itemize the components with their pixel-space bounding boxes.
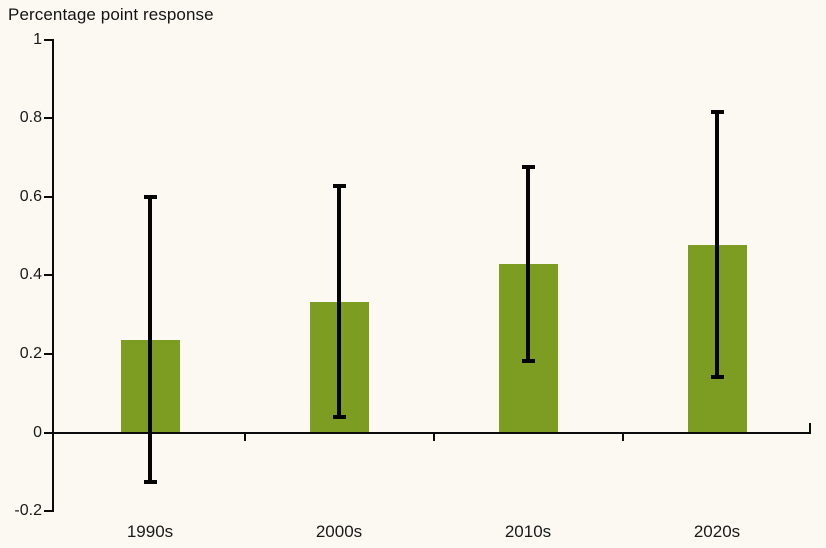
error-bar-cap-top — [710, 110, 724, 115]
y-axis-tick — [44, 38, 52, 41]
error-bar-line — [337, 186, 341, 417]
y-axis-tick — [44, 352, 52, 355]
y-axis-tick-label: 0.6 — [19, 187, 42, 205]
x-axis-tick — [621, 433, 624, 441]
x-axis-category-label: 2000s — [315, 522, 363, 541]
y-axis-tick — [44, 510, 52, 513]
error-bar-cap-bottom — [710, 375, 724, 380]
y-axis-tick-label: 1 — [33, 30, 42, 48]
y-axis-tick-label: 0.8 — [19, 109, 42, 127]
y-axis-tick — [44, 195, 52, 198]
y-axis-tick-label: 0.4 — [19, 266, 42, 284]
error-bar-line — [715, 112, 719, 378]
x-axis-tick — [432, 433, 435, 441]
y-axis-line — [52, 39, 54, 512]
y-axis-tick — [44, 117, 52, 120]
error-bar-line — [148, 196, 152, 482]
y-axis-tick-label: -0.2 — [14, 502, 42, 520]
error-bar-cap-top — [332, 184, 346, 189]
error-bar-cap-bottom — [521, 358, 535, 363]
error-bar-cap-bottom — [332, 414, 346, 419]
error-bar-cap-top — [521, 165, 535, 170]
x-axis-category-label: 2020s — [693, 522, 741, 541]
x-axis-category-label: 2010s — [504, 522, 552, 541]
y-axis-tick-label: 0.2 — [19, 344, 42, 362]
x-axis-tick — [243, 433, 246, 441]
x-axis-line — [52, 431, 811, 434]
error-bar-cap-top — [143, 194, 157, 199]
chart-title: Percentage point response — [8, 5, 214, 24]
x-axis-category-label: 1990s — [126, 522, 174, 541]
error-bar-line — [526, 167, 530, 361]
error-bar-cap-bottom — [143, 479, 157, 484]
y-axis-tick — [44, 274, 52, 277]
x-axis-end-cap — [809, 423, 811, 432]
y-axis-tick — [44, 431, 52, 434]
y-axis-tick-label: 0 — [33, 423, 42, 441]
